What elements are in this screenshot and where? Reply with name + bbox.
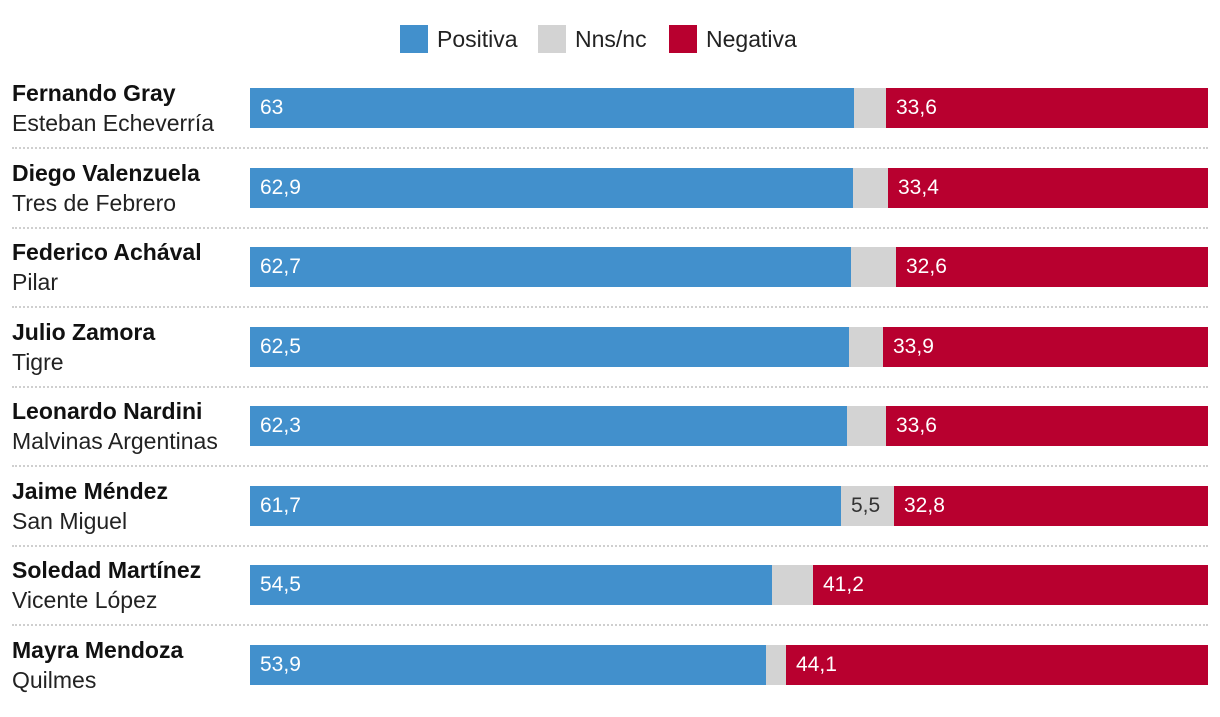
bar-segment-positiva: [250, 168, 853, 208]
chart-row: Soledad Martínez Vicente López 54,5 41,2: [0, 557, 1220, 637]
stacked-bar: 53,9 44,1: [250, 645, 1208, 685]
bar-segment-positiva: [250, 565, 772, 605]
row-divider: [12, 624, 1208, 626]
bar-segment-positiva: [250, 327, 849, 367]
bar-segment-nnsnc: [853, 168, 888, 208]
legend-swatch-nnsnc: [538, 25, 566, 53]
row-divider: [12, 545, 1208, 547]
chart-row: Leonardo Nardini Malvinas Argentinas 62,3 3…: [0, 398, 1220, 478]
stacked-bar: 62,5 33,9: [250, 327, 1208, 367]
bar-segment-positiva: [250, 486, 841, 526]
bar-segment-negativa: [888, 168, 1208, 208]
legend-label-positiva: Positiva: [437, 25, 518, 52]
legend-label-negativa: Negativa: [706, 25, 797, 52]
stacked-bar: 62,9 33,4: [250, 168, 1208, 208]
chart-row: Federico Achával Pilar 62,7 32,6: [0, 239, 1220, 319]
data-label-negativa: 33,9: [893, 335, 934, 358]
bar-segment-nnsnc: [854, 88, 886, 128]
legend-swatch-positiva: [400, 25, 428, 53]
row-name: Federico Achával: [12, 239, 202, 265]
row-name: Leonardo Nardini: [12, 398, 203, 424]
data-label-negativa: 32,6: [906, 255, 947, 278]
data-label-positiva: 62,5: [260, 335, 301, 358]
data-label-negativa: 33,4: [898, 176, 939, 199]
bar-segment-positiva: [250, 247, 851, 287]
row-place: Esteban Echeverría: [12, 110, 215, 136]
row-place: Quilmes: [12, 667, 97, 693]
chart-row: Fernando Gray Esteban Echeverría 63 33,6: [0, 80, 1220, 160]
bar-segment-nnsnc: [849, 327, 883, 367]
stacked-bar: 63 33,6: [250, 88, 1208, 128]
data-label-negativa: 44,1: [796, 653, 837, 676]
row-place: Malvinas Argentinas: [12, 428, 218, 454]
data-label-negativa: 33,6: [896, 96, 937, 119]
chart-row: Jaime Méndez San Miguel 61,7 5,5 32,8: [0, 478, 1220, 558]
stacked-bar: 62,7 32,6: [250, 247, 1208, 287]
legend: Positiva Nns/nc Negativa: [0, 22, 1220, 56]
bar-segment-nnsnc: [772, 565, 813, 605]
row-place: Tres de Febrero: [12, 190, 177, 216]
bar-segment-nnsnc: [841, 486, 894, 526]
legend-label-nnsnc: Nns/nc: [575, 25, 647, 52]
chart-row: Mayra Mendoza Quilmes 53,9 44,1: [0, 637, 1220, 717]
stacked-bar: 62,3 33,6: [250, 406, 1208, 446]
bar-segment-nnsnc: [766, 645, 786, 685]
row-name: Mayra Mendoza: [12, 637, 184, 663]
bar-segment-positiva: [250, 645, 766, 685]
data-label-negativa: 32,8: [904, 494, 945, 517]
legend-item-negativa: Negativa: [669, 22, 797, 56]
row-divider: [12, 386, 1208, 388]
bar-segment-negativa: [886, 406, 1208, 446]
legend-item-nnsnc: Nns/nc: [538, 22, 647, 56]
row-divider: [12, 465, 1208, 467]
row-divider: [12, 306, 1208, 308]
row-name: Fernando Gray: [12, 80, 176, 106]
bar-segment-positiva: [250, 406, 847, 446]
bar-segment-negativa: [883, 327, 1208, 367]
bar-segment-negativa: [886, 88, 1208, 128]
data-label-positiva: 53,9: [260, 653, 301, 676]
legend-item-positiva: Positiva: [400, 22, 518, 56]
row-name: Soledad Martínez: [12, 557, 202, 583]
row-divider: [12, 227, 1208, 229]
data-label-positiva: 62,7: [260, 255, 301, 278]
row-name: Diego Valenzuela: [12, 160, 200, 186]
data-label-positiva: 63: [260, 96, 284, 119]
row-name: Jaime Méndez: [12, 478, 168, 504]
row-place: San Miguel: [12, 508, 128, 534]
row-divider: [12, 147, 1208, 149]
legend-swatch-negativa: [669, 25, 697, 53]
data-label-positiva: 54,5: [260, 573, 301, 596]
data-label-positiva: 61,7: [260, 494, 301, 517]
bar-segment-negativa: [786, 645, 1208, 685]
stacked-bar: 61,7 5,5 32,8: [250, 486, 1208, 526]
bar-segment-negativa: [896, 247, 1208, 287]
row-place: Tigre: [12, 349, 64, 375]
bar-segment-negativa: [813, 565, 1208, 605]
stacked-bar: 54,5 41,2: [250, 565, 1208, 605]
chart-row: Julio Zamora Tigre 62,5 33,9: [0, 319, 1220, 399]
row-name: Julio Zamora: [12, 319, 156, 345]
bar-segment-nnsnc: [847, 406, 886, 446]
data-label-positiva: 62,3: [260, 414, 301, 437]
data-label-negativa: 41,2: [823, 573, 864, 596]
row-place: Vicente López: [12, 587, 158, 613]
bar-segment-positiva: [250, 88, 854, 128]
bar-segment-nnsnc: [851, 247, 896, 287]
row-place: Pilar: [12, 269, 59, 295]
chart-row: Diego Valenzuela Tres de Febrero 62,9 33,4: [0, 160, 1220, 240]
data-label-nnsnc: 5,5: [851, 494, 881, 517]
data-label-positiva: 62,9: [260, 176, 301, 199]
data-label-negativa: 33,6: [896, 414, 937, 437]
bar-segment-negativa: [894, 486, 1208, 526]
